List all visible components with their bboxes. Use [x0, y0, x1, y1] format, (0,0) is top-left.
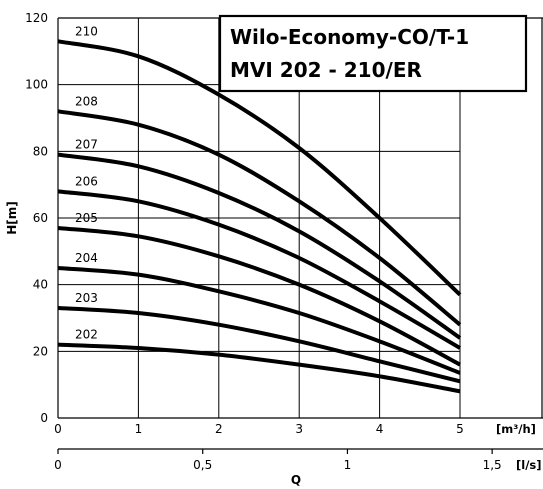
curve-label-208: 208: [75, 94, 98, 108]
x-tick-label: 2: [215, 422, 223, 436]
x-unit-primary: [m³/h]: [496, 422, 536, 436]
x-unit-secondary: [l/s]: [516, 458, 542, 472]
x-tick-label: 5: [456, 422, 464, 436]
secondary-x-tick-label: 1,5: [483, 458, 502, 472]
curve-206: [57, 189, 462, 350]
x-tick-label: 0: [54, 422, 62, 436]
curve-202: [57, 342, 461, 394]
curve-210: [57, 39, 462, 297]
curve-label-202: 202: [75, 328, 98, 342]
y-tick-label: 0: [40, 411, 48, 425]
y-tick-label: 60: [33, 211, 48, 225]
x-tick-label: 1: [135, 422, 143, 436]
curve-label-203: 203: [75, 291, 98, 305]
y-tick-label: 20: [33, 344, 48, 358]
pump-curves: [57, 39, 462, 394]
y-tick-label: 120: [25, 11, 48, 25]
x-tick-label: 4: [376, 422, 384, 436]
x-tick-label: 3: [295, 422, 303, 436]
y-tick-label: 40: [33, 278, 48, 292]
curve-label-210: 210: [75, 24, 98, 38]
secondary-x-tick-label: 1: [344, 458, 352, 472]
chart-title-line-2: MVI 202 - 210/ER: [230, 58, 422, 82]
title-box: Wilo-Economy-CO/T-1 MVI 202 - 210/ER: [218, 14, 528, 93]
curve-label-206: 206: [75, 174, 98, 188]
y-axis-title: H[m]: [5, 201, 19, 235]
x-axis-title: Q: [291, 473, 301, 487]
curve-label-205: 205: [75, 211, 98, 225]
curve-205: [57, 226, 461, 367]
curve-203: [57, 306, 461, 384]
curve-207: [57, 152, 462, 340]
secondary-x-tick-label: 0: [54, 458, 62, 472]
secondary-x-tick-label: 0,5: [193, 458, 212, 472]
curve-204: [57, 266, 461, 375]
y-tick-label: 80: [33, 144, 48, 158]
axis-labels: 2102082072062052042032020204060801001200…: [5, 11, 542, 487]
curve-208: [57, 109, 462, 327]
title-box-border: [218, 14, 528, 93]
chart-title-line-1: Wilo-Economy-CO/T-1: [230, 25, 469, 49]
y-tick-label: 100: [25, 78, 48, 92]
curve-label-207: 207: [75, 138, 98, 152]
curve-label-204: 204: [75, 251, 98, 265]
